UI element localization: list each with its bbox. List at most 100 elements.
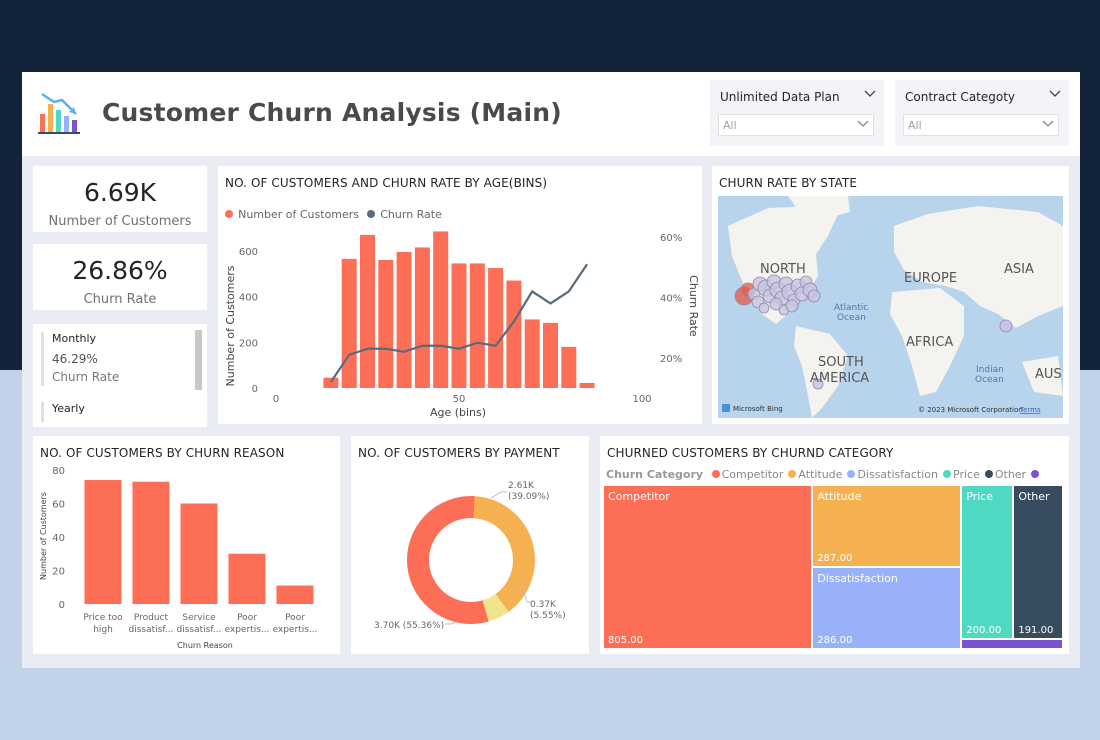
donut-slice[interactable] xyxy=(473,496,535,612)
reason-bar[interactable] xyxy=(276,585,314,604)
legend-label[interactable]: Attitude xyxy=(798,468,843,481)
x-tick-label: expertis... xyxy=(225,625,270,635)
map-bubble[interactable] xyxy=(758,302,770,314)
landmass xyxy=(788,196,850,218)
bing-logo-icon xyxy=(722,404,730,412)
kpi-card-customers[interactable]: 6.69K Number of Customers xyxy=(33,166,207,232)
age-chart-visual[interactable]: NO. OF CUSTOMERS AND CHURN RATE BY AGE(B… xyxy=(218,166,702,424)
age-bar[interactable] xyxy=(542,322,559,388)
landmass xyxy=(890,288,964,396)
y-tick-label: 80 xyxy=(52,466,65,477)
map-bubble[interactable] xyxy=(999,319,1013,333)
age-bar[interactable] xyxy=(561,346,577,388)
legend-dot xyxy=(943,470,951,478)
x-tick-label: Price too xyxy=(83,613,123,623)
donut-slice[interactable] xyxy=(482,594,509,622)
y-axis-title: Number of Customers xyxy=(224,265,237,386)
age-bar[interactable] xyxy=(524,319,540,388)
x-tick-label: dissatisf... xyxy=(177,625,222,635)
tile-label: Attitude xyxy=(817,490,862,503)
age-bar[interactable] xyxy=(396,252,412,388)
kpi-value: 26.86% xyxy=(72,256,168,285)
map-bubble[interactable] xyxy=(785,299,799,313)
world-map[interactable]: NORTH EUROPE ASIA AFRICA SOUTH AMERICA A… xyxy=(718,196,1063,418)
treemap-tile-extra[interactable] xyxy=(962,640,1062,648)
map-label: AFRICA xyxy=(906,335,953,350)
y-axis-title: Number of Customers xyxy=(39,492,48,580)
visual-title: NO. OF CUSTOMERS BY PAYMENT xyxy=(358,446,560,460)
churn-reason-visual[interactable]: NO. OF CUSTOMERS BY CHURN REASON Number … xyxy=(33,436,340,654)
slicer-dropdown[interactable]: All xyxy=(903,114,1059,136)
treemap-tile-price[interactable]: Price 200.00 xyxy=(962,486,1013,638)
age-bar[interactable] xyxy=(451,263,467,388)
legend-dot xyxy=(1031,470,1040,478)
age-bar[interactable] xyxy=(378,260,394,388)
reason-bar[interactable] xyxy=(228,553,266,604)
scrollbar[interactable] xyxy=(195,330,202,390)
legend-label[interactable]: Competitor xyxy=(721,468,784,481)
map-label: Ocean xyxy=(837,313,866,323)
legend-label[interactable]: Price xyxy=(953,468,980,481)
legend-dot xyxy=(984,470,993,478)
card-accent-bar xyxy=(41,402,44,422)
reason-bar[interactable] xyxy=(132,481,170,604)
landmass xyxy=(894,206,1063,328)
map-label: AMERICA xyxy=(810,371,869,386)
age-bar[interactable] xyxy=(323,377,339,388)
visual-title: CHURNED CUSTOMERS BY CHURND CATEGORY xyxy=(607,446,894,460)
landmass xyxy=(1022,356,1063,396)
x-tick-label: Product xyxy=(134,613,169,623)
reason-bar[interactable] xyxy=(84,480,122,604)
contract-title-yearly: Yearly xyxy=(52,402,85,415)
treemap-tile-attitude[interactable]: Attitude 287.00 xyxy=(813,486,961,567)
chevron-down-icon[interactable] xyxy=(857,120,869,128)
x-tick-label: 0 xyxy=(273,394,279,405)
chevron-down-icon[interactable] xyxy=(1049,90,1061,98)
legend-label[interactable]: Dissatisfaction xyxy=(857,468,938,481)
tile-label: Competitor xyxy=(608,490,670,503)
age-bar[interactable] xyxy=(506,280,522,388)
treemap-tile-other[interactable]: Other 191.00 xyxy=(1014,486,1062,638)
tile-value: 200.00 xyxy=(966,625,1002,636)
age-bar[interactable] xyxy=(433,231,449,388)
map-bubble[interactable] xyxy=(807,289,821,303)
slicer-title: Contract Categoty xyxy=(905,90,1016,104)
age-bar[interactable] xyxy=(469,263,485,388)
kpi-value: 6.69K xyxy=(83,178,157,207)
terms-link[interactable]: Terms xyxy=(1019,406,1041,414)
age-bar[interactable] xyxy=(488,268,504,388)
tile-value: 286.00 xyxy=(817,634,853,646)
contract-title-monthly: Monthly xyxy=(52,332,97,345)
map-bubble[interactable] xyxy=(812,378,824,390)
age-bar[interactable] xyxy=(414,247,430,388)
legend-dot xyxy=(788,470,797,478)
tile-label: Price xyxy=(966,490,994,503)
age-bar[interactable] xyxy=(359,234,376,388)
map-label: Atlantic xyxy=(834,303,868,313)
age-bar[interactable] xyxy=(341,258,357,388)
kpi-card-churn-rate[interactable]: 26.86% Churn Rate xyxy=(33,244,207,310)
x-tick-label: 100 xyxy=(632,394,651,405)
x-tick-label: dissatisf... xyxy=(129,625,174,635)
age-bar[interactable] xyxy=(579,382,595,388)
treemap-tile-dissatisfaction[interactable]: Dissatisfaction 286.00 xyxy=(813,568,961,648)
payment-visual[interactable]: NO. OF CUSTOMERS BY PAYMENT 2.61K (39.09%… xyxy=(351,436,589,654)
contract-category-slicer[interactable]: Contract Categoty All xyxy=(895,80,1069,146)
donut-slice[interactable] xyxy=(407,496,489,624)
churn-rate-line[interactable] xyxy=(329,263,589,383)
map-bubbles[interactable] xyxy=(734,274,1013,390)
chevron-down-icon[interactable] xyxy=(864,90,876,98)
reason-bar[interactable] xyxy=(180,503,218,605)
unlimited-data-plan-slicer[interactable]: Unlimited Data Plan All xyxy=(710,80,884,146)
treemap-tile-competitor[interactable]: Competitor 805.00 xyxy=(604,486,812,648)
map-attribution: © 2023 Microsoft Corporation xyxy=(918,406,1023,414)
tile-value: 287.00 xyxy=(817,553,853,565)
slicer-dropdown[interactable]: All xyxy=(718,114,874,136)
y2-axis-title: Churn Rate xyxy=(687,275,700,337)
contract-churn-card[interactable]: Monthly 46.29% Churn Rate Yearly xyxy=(33,324,207,427)
map-visual[interactable]: CHURN RATE BY STATE NORTH EUROPE ASIA AF… xyxy=(712,166,1069,424)
chevron-down-icon[interactable] xyxy=(1042,120,1054,128)
treemap-visual[interactable]: CHURNED CUSTOMERS BY CHURND CATEGORY Chu… xyxy=(600,436,1069,654)
legend-label[interactable]: Other xyxy=(994,468,1027,481)
map-bubble[interactable] xyxy=(769,297,783,311)
